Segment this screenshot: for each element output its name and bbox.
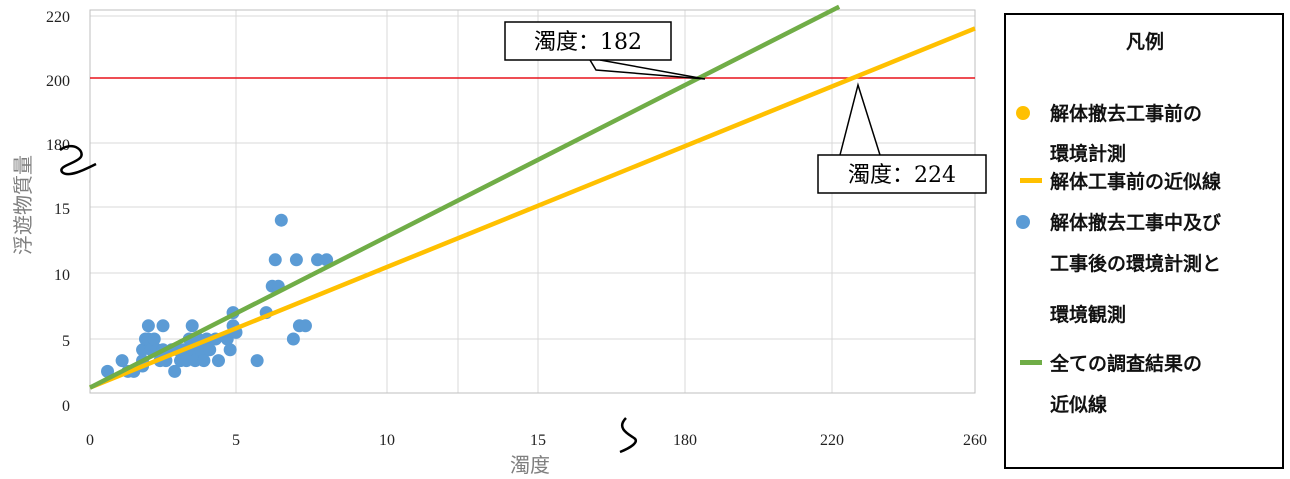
legend-box [1004, 13, 1284, 469]
data-point [223, 343, 237, 357]
legend-label: 近似線 [1050, 393, 1107, 416]
x-tick-label: 0 [86, 432, 94, 449]
legend: 凡例 解体撤去工事前の環境計測解体工事前の近似線解体撤去工事中及び工事後の環境計… [1004, 13, 1284, 469]
data-point [197, 354, 211, 368]
callout-label: 濁度：224 [848, 163, 956, 188]
y-tick-label: 180 [46, 137, 70, 154]
data-point [250, 354, 264, 368]
fit-lines [88, 4, 976, 390]
tick-labels: 0 5 10 15 180 220 260 0 5 10 15 180 200 220 [46, 9, 987, 449]
legend-label: 環境観測 [1050, 303, 1126, 326]
grid [89, 9, 976, 394]
legend-marker-dot [1016, 215, 1030, 229]
data-point [185, 319, 199, 333]
data-point [268, 253, 282, 267]
data-point [298, 319, 312, 333]
data-point [211, 354, 225, 368]
fit-line [89, 26, 976, 390]
callouts: 濁度：182 濁度：224 [504, 21, 987, 194]
x-tick-label: 15 [530, 432, 546, 449]
y-tick-label: 10 [54, 267, 70, 284]
y-tick-label: 15 [54, 201, 70, 218]
legend-label: 解体撤去工事中及び [1050, 211, 1221, 234]
callout: 濁度：182 [504, 21, 706, 80]
legend-label: 解体工事前の近似線 [1050, 170, 1221, 193]
callout-pointer [839, 82, 881, 156]
callout-box [817, 154, 987, 194]
data-point [147, 332, 161, 346]
data-point [168, 364, 182, 378]
x-tick-label: 180 [673, 432, 697, 449]
data-point [320, 253, 334, 267]
legend-items: 解体撤去工事前の環境計測解体工事前の近似線解体撤去工事中及び工事後の環境計測と環… [1016, 102, 1221, 416]
y-tick-label: 5 [62, 333, 70, 350]
x-tick-label: 260 [963, 432, 987, 449]
y-tick-label: 200 [46, 73, 70, 90]
data-point [115, 354, 129, 368]
x-tick-label: 10 [379, 432, 395, 449]
legend-item: 解体工事前の近似線 [1020, 170, 1221, 193]
data-point [286, 332, 300, 346]
legend-marker-dot [1016, 106, 1030, 120]
x-axis-break-icon [619, 417, 637, 454]
legend-label: 工事後の環境計測と [1050, 252, 1221, 275]
legend-label: 解体撤去工事前の [1050, 102, 1202, 125]
data-point [141, 319, 155, 333]
legend-label: 環境計測 [1050, 142, 1126, 165]
x-axis-title: 濁度 [510, 453, 550, 477]
callout-box [504, 21, 672, 61]
x-tick-label: 220 [820, 432, 844, 449]
y-tick-label: 0 [62, 398, 70, 415]
data-point [156, 319, 170, 333]
callout-pointer [589, 59, 706, 80]
x-tick-label: 5 [232, 432, 240, 449]
plot-frame [89, 9, 976, 394]
callout: 濁度：224 [817, 82, 987, 194]
fit-line [88, 4, 841, 390]
y-tick-label: 220 [46, 9, 70, 26]
data-point [203, 343, 217, 357]
legend-marker-line [1020, 178, 1042, 183]
legend-title: 凡例 [1126, 30, 1164, 53]
data-point [289, 253, 303, 267]
legend-marker-line [1020, 360, 1042, 365]
y-axis-break-icon [59, 144, 97, 176]
y-axis-title: 浮遊物質量 [11, 155, 35, 255]
callout-label: 濁度：182 [534, 30, 642, 55]
data-point [274, 213, 288, 227]
scatter-points [101, 213, 334, 378]
axis-breaks [59, 144, 637, 454]
legend-label: 全ての調査結果の [1049, 352, 1202, 375]
data-point [311, 253, 325, 267]
